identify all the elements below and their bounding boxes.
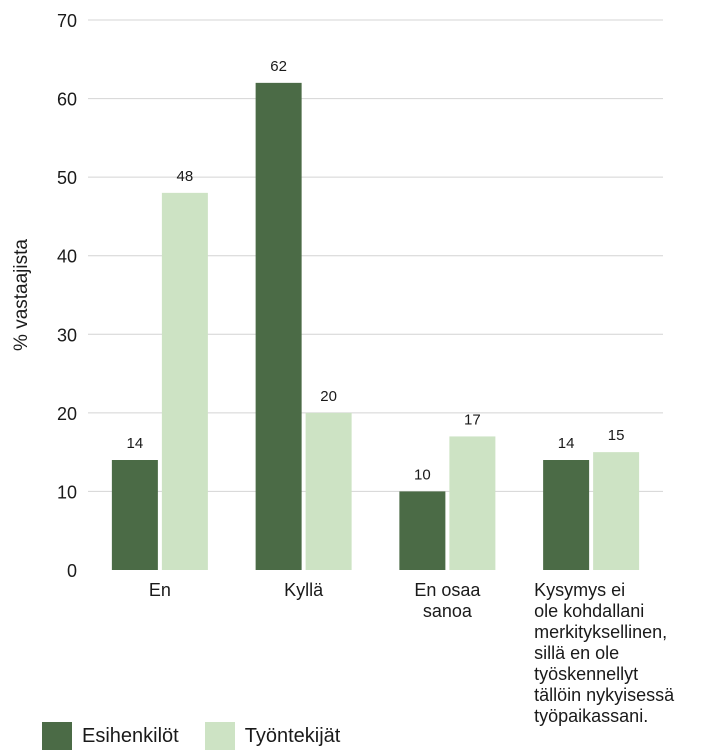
bar-value-label: 62 bbox=[270, 58, 287, 75]
bar bbox=[449, 436, 496, 570]
bar bbox=[399, 491, 446, 570]
bar-value-label: 10 bbox=[414, 466, 431, 483]
value-labels: 14 48 62 20 10 17 14 15 bbox=[127, 58, 625, 484]
bar bbox=[305, 412, 352, 570]
bar-value-label: 14 bbox=[558, 435, 575, 452]
y-tick-label: 50 bbox=[57, 168, 77, 188]
category-labels: En Kyllä En osaa sanoa Kysymys ei ole kohdall… bbox=[149, 580, 675, 726]
bar-value-label: 14 bbox=[127, 435, 144, 452]
bar-value-label: 17 bbox=[464, 411, 481, 428]
category-label: Kyllä bbox=[284, 580, 324, 600]
bar-value-label: 15 bbox=[608, 427, 625, 444]
category-label: En osaa sanoa bbox=[414, 580, 481, 621]
y-axis-ticks: 0 10 20 30 40 50 60 70 bbox=[57, 11, 77, 581]
legend-swatch-tyontekijat bbox=[204, 722, 235, 750]
legend-label-esihenkilot: Esihenkilöt bbox=[82, 725, 179, 747]
y-axis-label: % vastaajista bbox=[11, 239, 32, 351]
category-label: Kysymys ei ole kohdallani merkityksellinen… bbox=[534, 580, 675, 726]
bar-value-label: 20 bbox=[320, 388, 337, 405]
y-tick-label: 10 bbox=[57, 482, 77, 502]
bar bbox=[161, 192, 208, 570]
bar bbox=[255, 82, 302, 570]
bar bbox=[543, 460, 590, 570]
y-tick-label: 0 bbox=[67, 561, 77, 581]
y-tick-label: 40 bbox=[57, 247, 77, 267]
legend-swatch-esihenkilot bbox=[42, 722, 72, 750]
legend-item-esihenkilot: Esihenkilöt bbox=[42, 722, 179, 750]
bar bbox=[111, 460, 158, 570]
y-tick-label: 70 bbox=[57, 11, 77, 31]
legend: Esihenkilöt Työntekijät bbox=[42, 722, 366, 750]
bar bbox=[593, 452, 640, 570]
bars bbox=[111, 82, 640, 570]
legend-item-tyontekijat: Työntekijät bbox=[204, 722, 341, 750]
y-tick-label: 30 bbox=[57, 325, 77, 345]
y-tick-label: 20 bbox=[57, 404, 77, 424]
category-label: En bbox=[149, 580, 171, 600]
legend-label-tyontekijat: Työntekijät bbox=[244, 725, 341, 747]
bar-value-label: 48 bbox=[177, 168, 194, 185]
y-tick-label: 60 bbox=[57, 90, 77, 110]
